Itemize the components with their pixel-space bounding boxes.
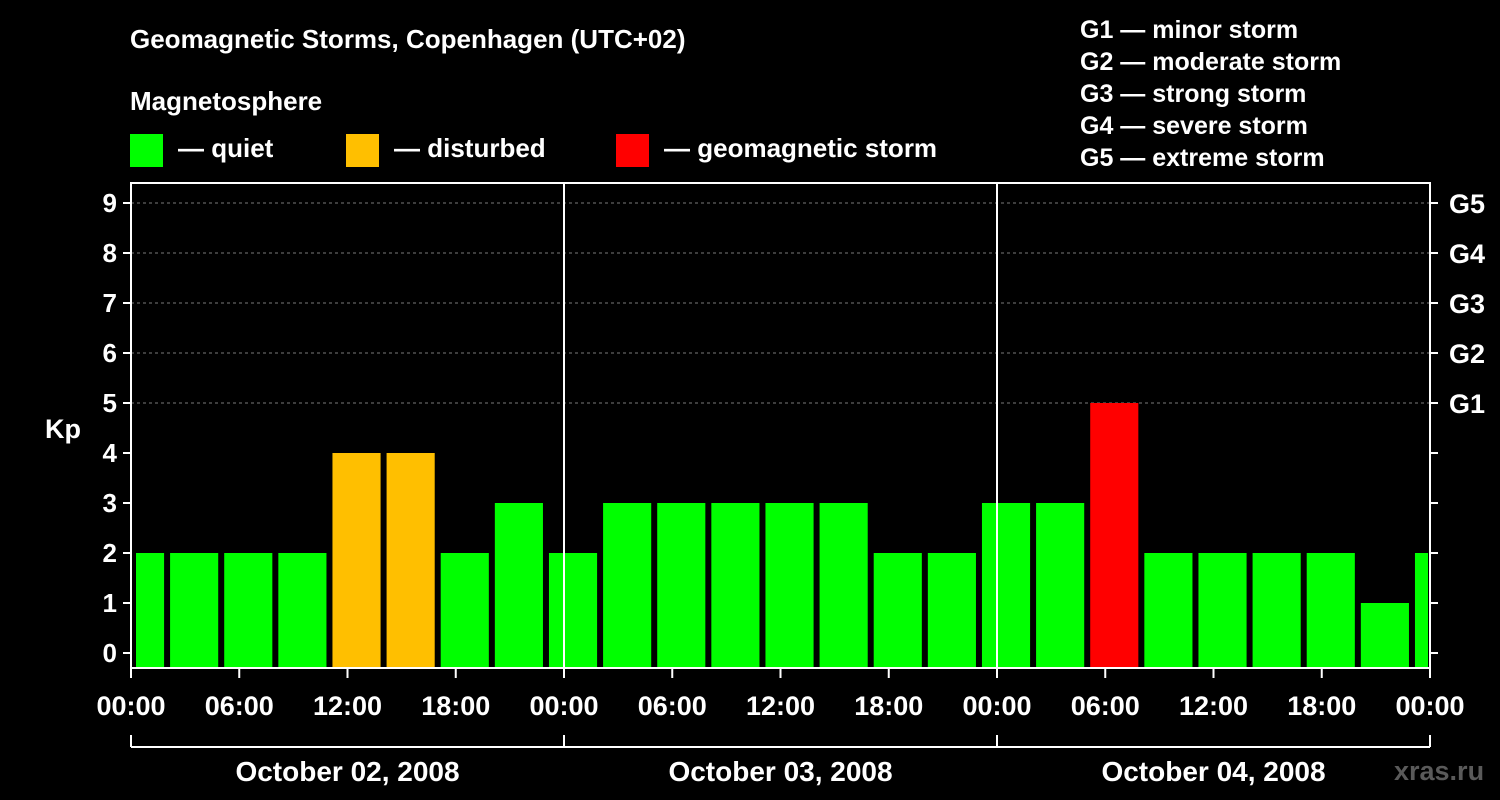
storm-scale-g2: G2 — moderate storm	[1080, 48, 1342, 76]
right-tick-label-G3: G3	[1449, 289, 1485, 319]
ytick-label-9: 9	[103, 188, 117, 218]
legend-label-storm: — geomagnetic storm	[664, 133, 938, 163]
legend-swatch-disturbed	[346, 134, 379, 167]
kp-bar-20	[1198, 553, 1247, 668]
right-tick-label-G2: G2	[1449, 339, 1485, 369]
storm-scale-legend: G1 — minor storm G2 — moderate storm G3 …	[1080, 14, 1341, 174]
storm-scale-g5: G5 — extreme storm	[1080, 144, 1325, 172]
ytick-label-6: 6	[103, 338, 117, 368]
right-tick-label-G5: G5	[1449, 189, 1485, 219]
chart-title: Geomagnetic Storms, Copenhagen (UTC+02)	[130, 24, 686, 54]
kp-bar-24	[1414, 553, 1428, 668]
day-label-0: October 02, 2008	[235, 756, 459, 787]
xtick-label-1: 06:00	[205, 691, 274, 721]
xtick-label-11: 18:00	[1287, 691, 1356, 721]
kp-bar-5	[386, 453, 435, 668]
xtick-label-0: 00:00	[96, 691, 165, 721]
kp-bar-2	[224, 553, 273, 668]
xtick-label-6: 12:00	[746, 691, 815, 721]
kp-bar-23	[1360, 603, 1409, 668]
xtick-label-7: 18:00	[854, 691, 923, 721]
xtick-label-9: 06:00	[1071, 691, 1140, 721]
grid-lines	[131, 202, 1430, 404]
legend-label-quiet: — quiet	[178, 133, 274, 163]
kp-bar-17	[1036, 503, 1085, 668]
ytick-label-7: 7	[103, 288, 117, 318]
xtick-label-8: 00:00	[962, 691, 1031, 721]
ytick-label-5: 5	[103, 388, 117, 418]
storm-scale-g3: G3 — strong storm	[1080, 80, 1307, 108]
plot-frame	[123, 182, 1438, 748]
xtick-label-3: 18:00	[421, 691, 490, 721]
storm-scale-g1: G1 — minor storm	[1080, 16, 1299, 44]
bars	[136, 403, 1428, 668]
kp-bar-8	[548, 553, 598, 668]
storm-scale-g4: G4 — severe storm	[1080, 112, 1308, 140]
kp-bar-4	[332, 453, 381, 668]
kp-bar-3	[278, 553, 327, 668]
ytick-label-3: 3	[103, 488, 117, 518]
y-axis-label: Kp	[45, 414, 81, 444]
right-tick-label-G4: G4	[1449, 239, 1485, 269]
kp-bar-6	[440, 553, 489, 668]
kp-bar-18	[1090, 403, 1139, 668]
kp-bar-10	[657, 503, 706, 668]
kp-bar-19	[1144, 553, 1193, 668]
kp-bar-21	[1252, 553, 1301, 668]
xtick-label-4: 00:00	[529, 691, 598, 721]
legend-swatch-storm	[616, 134, 649, 167]
legend-label-disturbed: — disturbed	[394, 133, 546, 163]
kp-bar-22	[1306, 553, 1355, 668]
kp-bar-7	[494, 503, 543, 668]
chart-subtitle: Magnetosphere	[130, 86, 323, 116]
ytick-label-2: 2	[103, 538, 117, 568]
xtick-label-12: 00:00	[1395, 691, 1464, 721]
xtick-label-2: 12:00	[313, 691, 382, 721]
kp-bar-11	[711, 503, 760, 668]
xtick-label-5: 06:00	[638, 691, 707, 721]
axis-labels: 0 1 2 3 4 5 6 7 8 9 G1 G2 G3 G4 G5 Kp 00:00 06:00 12:00 18:…	[45, 188, 1485, 787]
kp-bar-14	[873, 553, 922, 668]
day-label-1: October 03, 2008	[668, 756, 892, 787]
watermark: xras.ru	[1394, 756, 1485, 786]
ytick-label-1: 1	[103, 588, 117, 618]
xtick-label-10: 12:00	[1179, 691, 1248, 721]
ytick-label-0: 0	[103, 638, 117, 668]
kp-bar-0	[136, 553, 165, 668]
kp-bar-12	[765, 503, 814, 668]
ytick-label-4: 4	[103, 438, 118, 468]
kp-bar-16	[981, 503, 1031, 668]
day-label-2: October 04, 2008	[1101, 756, 1325, 787]
kp-bar-9	[603, 503, 652, 668]
ytick-label-8: 8	[103, 238, 117, 268]
kp-bar-1	[170, 553, 219, 668]
kp-bar-13	[819, 503, 868, 668]
right-tick-label-G1: G1	[1449, 389, 1485, 419]
legend-swatch-quiet	[130, 134, 163, 167]
kp-bar-15	[927, 553, 976, 668]
